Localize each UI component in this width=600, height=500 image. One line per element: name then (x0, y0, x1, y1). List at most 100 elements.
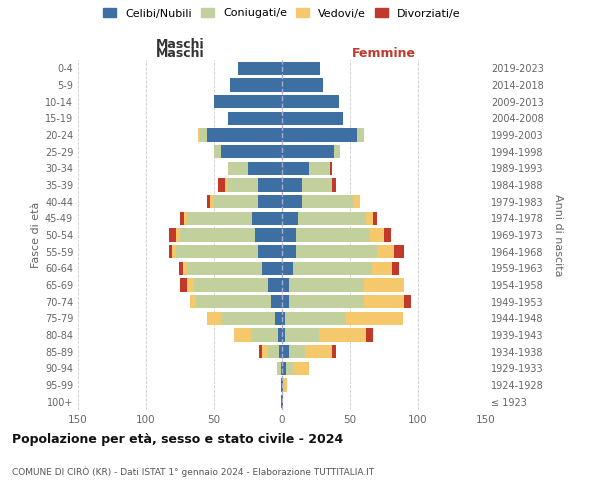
Bar (281, 395, 282, 408)
Bar (373, 212, 377, 225)
Bar (282, 178, 302, 192)
Bar (354, 195, 359, 208)
Bar (293, 262, 372, 275)
Bar (282, 328, 285, 342)
Bar (257, 195, 282, 208)
Bar (357, 128, 364, 141)
Bar (200, 128, 207, 141)
Bar (218, 178, 225, 192)
Bar (225, 178, 227, 192)
Bar (257, 178, 282, 192)
Bar (302, 195, 354, 208)
Bar (180, 228, 255, 241)
Bar (282, 378, 283, 392)
Bar (309, 162, 329, 175)
Bar (286, 362, 293, 375)
Bar (172, 245, 176, 258)
Bar (392, 262, 399, 275)
Bar (187, 278, 194, 291)
Bar (187, 212, 252, 225)
Bar (370, 228, 384, 241)
Bar (214, 145, 221, 158)
Bar (227, 162, 248, 175)
Bar (296, 228, 370, 241)
Bar (282, 112, 343, 125)
Bar (364, 278, 404, 291)
Text: Maschi: Maschi (155, 47, 205, 60)
Bar (302, 178, 332, 192)
Bar (281, 378, 282, 392)
Bar (296, 245, 377, 258)
Bar (252, 212, 282, 225)
Bar (282, 212, 298, 225)
Bar (184, 212, 187, 225)
Bar (230, 78, 282, 92)
Bar (282, 95, 339, 108)
Bar (169, 245, 172, 258)
Bar (329, 162, 332, 175)
Bar (377, 245, 394, 258)
Bar (289, 345, 305, 358)
Bar (282, 62, 320, 75)
Bar (282, 78, 323, 92)
Bar (282, 345, 289, 358)
Bar (367, 328, 373, 342)
Bar (346, 312, 403, 325)
Bar (293, 362, 309, 375)
Bar (319, 328, 367, 342)
Bar (282, 395, 283, 408)
Y-axis label: Fasce di età: Fasce di età (31, 202, 41, 268)
Bar (283, 378, 287, 392)
Text: Maschi: Maschi (155, 38, 205, 52)
Bar (298, 212, 367, 225)
Bar (285, 312, 346, 325)
Bar (268, 345, 279, 358)
Bar (255, 228, 282, 241)
Bar (196, 295, 271, 308)
Bar (194, 278, 268, 291)
Bar (262, 262, 282, 275)
Bar (183, 262, 187, 275)
Bar (277, 362, 281, 375)
Bar (282, 312, 285, 325)
Bar (212, 195, 257, 208)
Bar (278, 328, 282, 342)
Bar (404, 295, 411, 308)
Bar (251, 328, 278, 342)
Bar (268, 278, 282, 291)
Bar (207, 128, 282, 141)
Bar (289, 295, 364, 308)
Bar (282, 295, 289, 308)
Y-axis label: Anni di nascita: Anni di nascita (553, 194, 563, 276)
Bar (221, 145, 282, 158)
Text: Femmine: Femmine (352, 47, 416, 60)
Bar (176, 245, 257, 258)
Bar (227, 112, 282, 125)
Bar (221, 312, 275, 325)
Bar (282, 145, 334, 158)
Bar (282, 245, 296, 258)
Bar (282, 195, 302, 208)
Bar (332, 345, 337, 358)
Bar (210, 195, 212, 208)
Bar (197, 128, 200, 141)
Bar (282, 162, 309, 175)
Bar (282, 228, 296, 241)
Bar (275, 312, 282, 325)
Bar (179, 262, 183, 275)
Bar (271, 295, 282, 308)
Bar (257, 245, 282, 258)
Bar (285, 328, 319, 342)
Bar (289, 278, 364, 291)
Bar (190, 295, 196, 308)
Bar (207, 195, 210, 208)
Bar (282, 262, 293, 275)
Bar (214, 95, 282, 108)
Bar (372, 262, 392, 275)
Legend: Celibi/Nubili, Coniugati/e, Vedovi/e, Divorziati/e: Celibi/Nubili, Coniugati/e, Vedovi/e, Di… (103, 8, 461, 18)
Bar (384, 228, 391, 241)
Text: COMUNE DI CIRÒ (KR) - Dati ISTAT 1° gennaio 2024 - Elaborazione TUTTITALIA.IT: COMUNE DI CIRÒ (KR) - Dati ISTAT 1° genn… (12, 466, 374, 477)
Bar (364, 295, 404, 308)
Bar (180, 278, 187, 291)
Bar (282, 278, 289, 291)
